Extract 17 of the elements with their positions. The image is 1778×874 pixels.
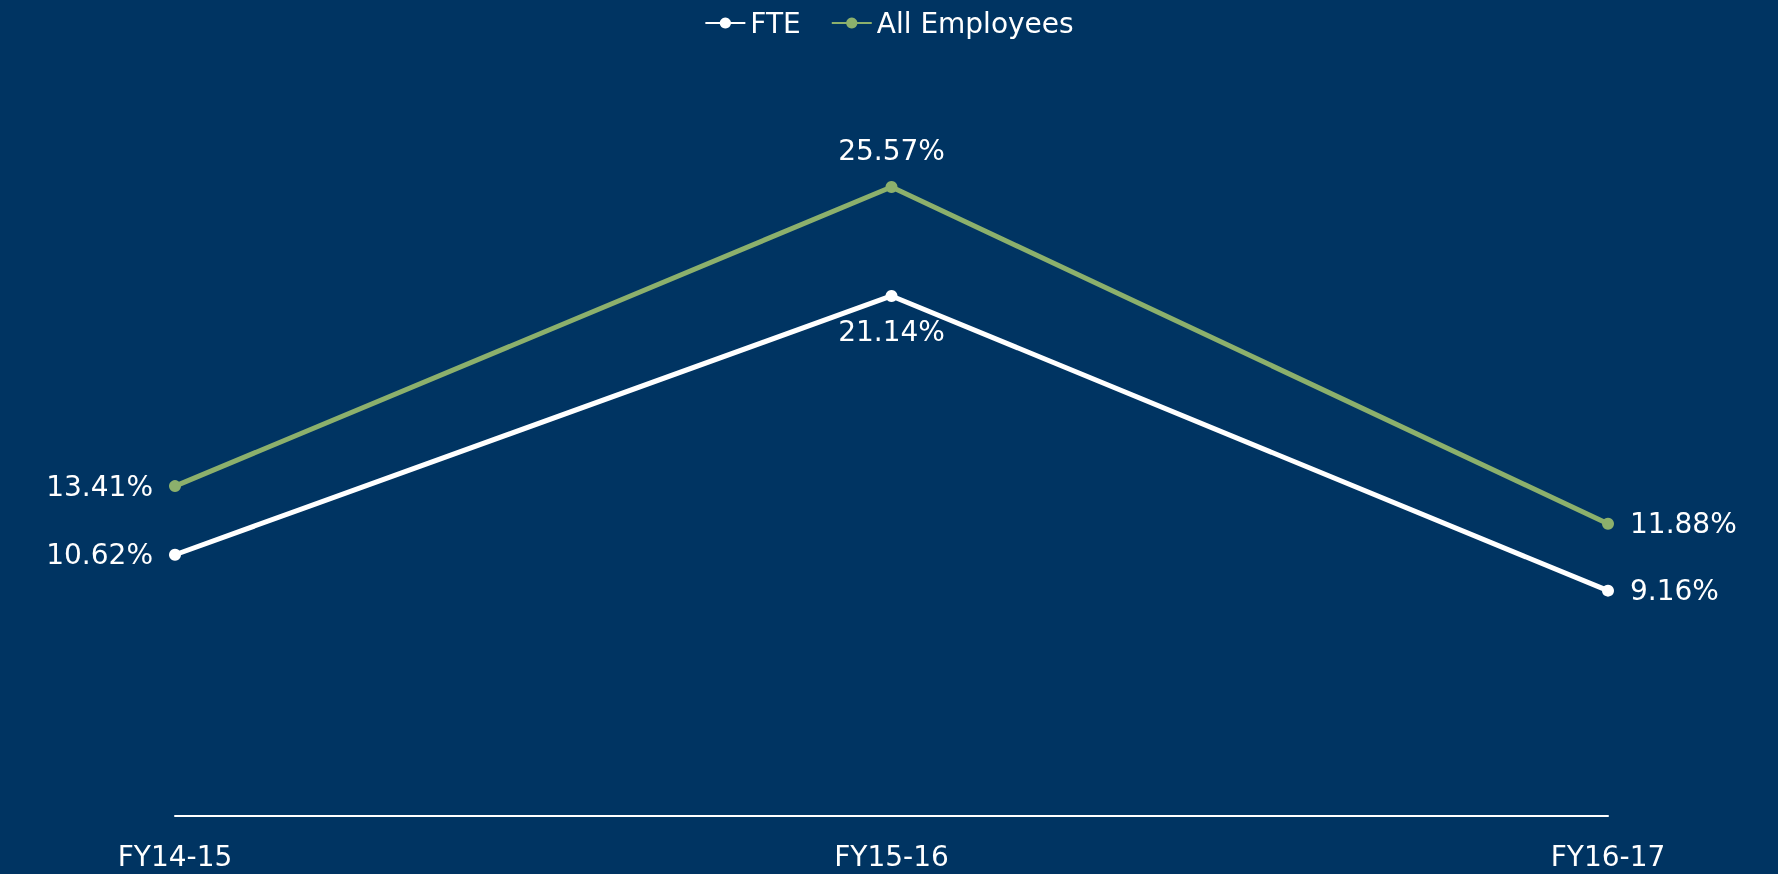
data-label: 10.62% (46, 538, 153, 572)
point (169, 480, 181, 493)
data-label: 9.16% (1630, 574, 1719, 608)
data-label: 11.88% (1630, 507, 1737, 541)
point (1602, 517, 1614, 530)
point (1602, 584, 1614, 597)
x-tick-label: FY15-16 (834, 839, 949, 873)
point (169, 548, 181, 561)
point (885, 180, 898, 193)
x-tick-label: FY14-15 (117, 839, 233, 873)
point (885, 289, 898, 302)
legend-label: All Employees (876, 6, 1074, 40)
data-label: 13.41% (46, 469, 153, 503)
data-label: 21.14% (838, 315, 945, 349)
x-tick-label: FY16-17 (1550, 839, 1666, 873)
legend-label: FTE (750, 6, 801, 40)
data-label: 25.57% (838, 134, 945, 168)
